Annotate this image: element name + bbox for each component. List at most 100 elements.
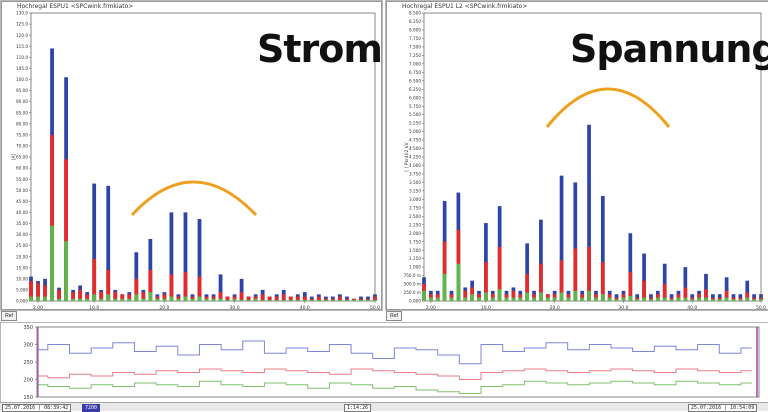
bar-l3 [580, 297, 585, 301]
trend-chart-panel: 350 300 250 200 150 [0, 322, 768, 404]
bar-l2 [442, 241, 447, 301]
bar-l2 [288, 296, 293, 301]
bar-l3 [676, 297, 681, 301]
x-tick-label: 40.0 [687, 305, 697, 310]
bar-l3 [545, 297, 550, 301]
y-tick-label: 1.500 [409, 248, 421, 253]
y-tick-label: 7.250 [409, 53, 421, 58]
y-tick-label: 1.250 [409, 256, 421, 261]
bar-l2 [92, 258, 97, 301]
bar-l3 [85, 298, 90, 301]
timeline-strip[interactable]: 25.07.2016 | 08:39:42 7200 1:14:26 25.07… [0, 402, 768, 412]
bar-l3 [655, 297, 660, 301]
bar-l3 [267, 299, 272, 301]
zoom-marker[interactable]: 7200 [82, 404, 101, 412]
y-tick-label: 95.00 [16, 88, 28, 93]
ref-button-left[interactable]: Ref [1, 311, 17, 321]
bar-l2 [197, 276, 202, 301]
bar-l3 [759, 299, 763, 301]
y-tick-label: 5.000 [409, 129, 421, 134]
y-tick-label: 0.000 [409, 299, 421, 304]
bar-l2 [497, 246, 502, 301]
start-timestamp[interactable]: 25.07.2016 | 08:39:42 [2, 404, 72, 412]
bar-l3 [449, 297, 454, 301]
y-tick-label: 35.00 [16, 221, 28, 226]
y-tick-label: 6.250 [409, 87, 421, 92]
bar-l3 [435, 297, 440, 301]
x-tick-label: 2.00 [426, 305, 436, 310]
x-tick-label: 50.0 [370, 305, 380, 310]
bar-l1 [169, 212, 174, 301]
bar-l3 [600, 294, 605, 301]
bar-l2 [78, 289, 83, 301]
bar-l3 [155, 298, 160, 301]
trend-y-tick-label: 200 [23, 377, 33, 383]
x-tick-label: 2.00 [33, 305, 43, 310]
bar-l3 [127, 298, 132, 301]
end-timestamp[interactable]: 25.07.2016 | 10:54:09 [688, 404, 758, 412]
y-tick-label: 80.00 [16, 121, 28, 126]
bar-l3 [106, 294, 111, 301]
y-tick-label: 8.000 [409, 28, 421, 33]
bar-l3 [183, 296, 188, 301]
y-tick-label: 20.00 [16, 254, 28, 259]
bar-l1 [745, 280, 750, 301]
bar-l3 [373, 299, 377, 301]
x-tick-label: 50.0 [756, 305, 766, 310]
ref-button-right[interactable]: Ref [386, 311, 402, 321]
bar-l3 [323, 299, 328, 301]
bar-l2 [64, 159, 68, 301]
trace-l2 [37, 368, 752, 380]
y-tick-label: 5.500 [409, 112, 421, 117]
bar-l1 [683, 267, 688, 301]
y-tick-label: 30.00 [16, 232, 28, 237]
bar-l2 [85, 294, 90, 301]
bar-l2 [169, 274, 174, 301]
right-chart-panel: Hochregal ESPU1 L2 <SPCwink.frmkiato> 0.… [385, 0, 768, 311]
bar-l3 [204, 298, 209, 301]
bar-l1 [600, 195, 605, 301]
bar-l3 [752, 299, 756, 301]
y-tick-label: 6.000 [409, 95, 421, 100]
bar-l2 [120, 294, 125, 301]
bar-l3 [649, 299, 653, 301]
right-chart-window-title: Hochregal ESPU1 L2 <SPCwink.frmkiato> [402, 3, 528, 10]
bar-l3 [211, 298, 216, 301]
bar-l1 [539, 219, 543, 301]
y-tick-label: 40.00 [16, 210, 28, 215]
bar-l2 [127, 294, 132, 301]
y-tick-label: 3.500 [409, 180, 421, 185]
y-tick-label: 7.500 [409, 44, 421, 49]
y-tick-label: 125.0 [16, 22, 28, 27]
y-tick-label: 85.00 [16, 110, 28, 115]
bar-l2 [745, 292, 750, 301]
x-tick-label: 30.0 [618, 305, 628, 310]
y-tick-label: 100.0 [16, 77, 28, 82]
y-tick-label: 55.00 [16, 177, 28, 182]
y-tick-label: 60.00 [16, 166, 28, 171]
bar-l3 [429, 297, 433, 301]
y-tick-label: 50.00 [16, 188, 28, 193]
y-tick-label: 2.000 [409, 231, 421, 236]
plot-area [30, 12, 376, 302]
bar-l3 [134, 294, 139, 301]
bar-l3 [352, 299, 356, 301]
bar-l1 [239, 278, 244, 301]
bar-l3 [594, 297, 598, 301]
bar-l2 [134, 278, 139, 301]
y-tick-label: 65.00 [16, 155, 28, 160]
bar-l3 [442, 273, 447, 301]
bar-l3 [711, 299, 715, 301]
bar-l2 [295, 296, 300, 301]
bar-l1 [704, 273, 708, 301]
bar-l3 [470, 294, 474, 301]
bar-l3 [607, 297, 612, 301]
bar-l1 [106, 185, 111, 301]
y-tick-label: 15.00 [16, 265, 28, 270]
bar-l2 [642, 280, 646, 301]
bar-l3 [43, 296, 47, 301]
bar-l3 [552, 297, 557, 301]
bar-l3 [497, 289, 502, 301]
trend-y-tick-label: 300 [23, 342, 33, 348]
bar-l3 [288, 299, 293, 301]
